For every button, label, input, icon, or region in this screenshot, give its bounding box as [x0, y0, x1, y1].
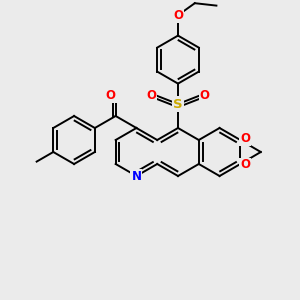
Text: O: O	[106, 89, 116, 102]
Text: S: S	[173, 98, 183, 110]
Text: N: N	[131, 169, 141, 182]
Text: O: O	[146, 89, 156, 102]
Text: O: O	[240, 158, 250, 172]
Text: O: O	[200, 89, 210, 102]
Text: O: O	[240, 133, 250, 146]
Text: O: O	[173, 9, 183, 22]
